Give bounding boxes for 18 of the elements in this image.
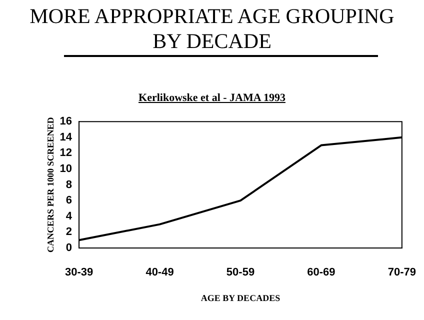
y-tick-label: 14 bbox=[60, 131, 73, 144]
x-axis-title: AGE BY DECADES bbox=[200, 292, 280, 303]
y-axis-title: CANCERS PER 1000 SCREENED bbox=[46, 116, 56, 252]
y-tick-label: 0 bbox=[66, 242, 72, 254]
y-tick-label: 12 bbox=[60, 147, 72, 160]
x-tick-label: 50-59 bbox=[226, 266, 255, 279]
y-tick-label: 10 bbox=[60, 163, 72, 176]
chart-subtitle: Kerlikowske et al - JAMA 1993 bbox=[138, 92, 286, 104]
x-tick-label: 70-79 bbox=[388, 266, 416, 279]
y-tick-label: 16 bbox=[60, 116, 72, 128]
y-tick-label: 8 bbox=[66, 178, 72, 191]
x-tick-label: 30-39 bbox=[64, 266, 94, 279]
y-tick-label: 4 bbox=[66, 210, 73, 222]
x-tick-label: 60-69 bbox=[307, 266, 336, 279]
chart-title: MORE APPROPRIATE AGE GROUPING BY DECADE bbox=[28, 4, 396, 54]
x-tick-label: 40-49 bbox=[146, 266, 174, 279]
y-tick-label: 6 bbox=[66, 194, 72, 207]
y-tick-label: 2 bbox=[66, 226, 72, 238]
